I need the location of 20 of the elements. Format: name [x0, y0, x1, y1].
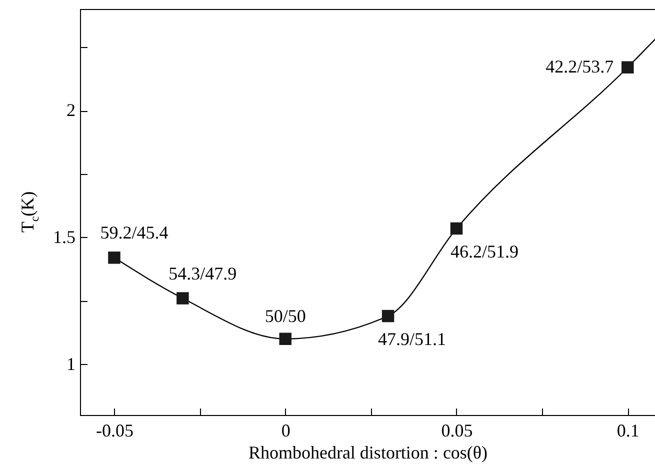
- annotation: 42.2/53.7: [546, 56, 614, 76]
- annotation: 50/50: [264, 306, 306, 326]
- annotation: 46.2/51.9: [450, 241, 519, 262]
- annotation: 59.2/45.4: [100, 222, 168, 243]
- x-tick-label: 0.05: [441, 420, 473, 440]
- point: [382, 310, 394, 322]
- point: [450, 222, 463, 235]
- x-tick-label: 0.1: [616, 420, 640, 440]
- x-tick-label: 0: [281, 420, 290, 440]
- y-tick-label: 1.5: [53, 226, 76, 247]
- point: [621, 61, 634, 74]
- y-tick-label: 2: [66, 100, 76, 120]
- annotation: 54.3/47.9: [168, 263, 237, 284]
- point: [176, 292, 189, 304]
- annotation: 47.9/51.1: [378, 329, 446, 350]
- x-axis-title: Rhombohedral distortion : cos(θ): [248, 442, 488, 462]
- point: [108, 252, 120, 264]
- point: [279, 332, 292, 345]
- y-tick-label: 1: [66, 354, 76, 374]
- x-tick-label: -0.05: [96, 420, 134, 440]
